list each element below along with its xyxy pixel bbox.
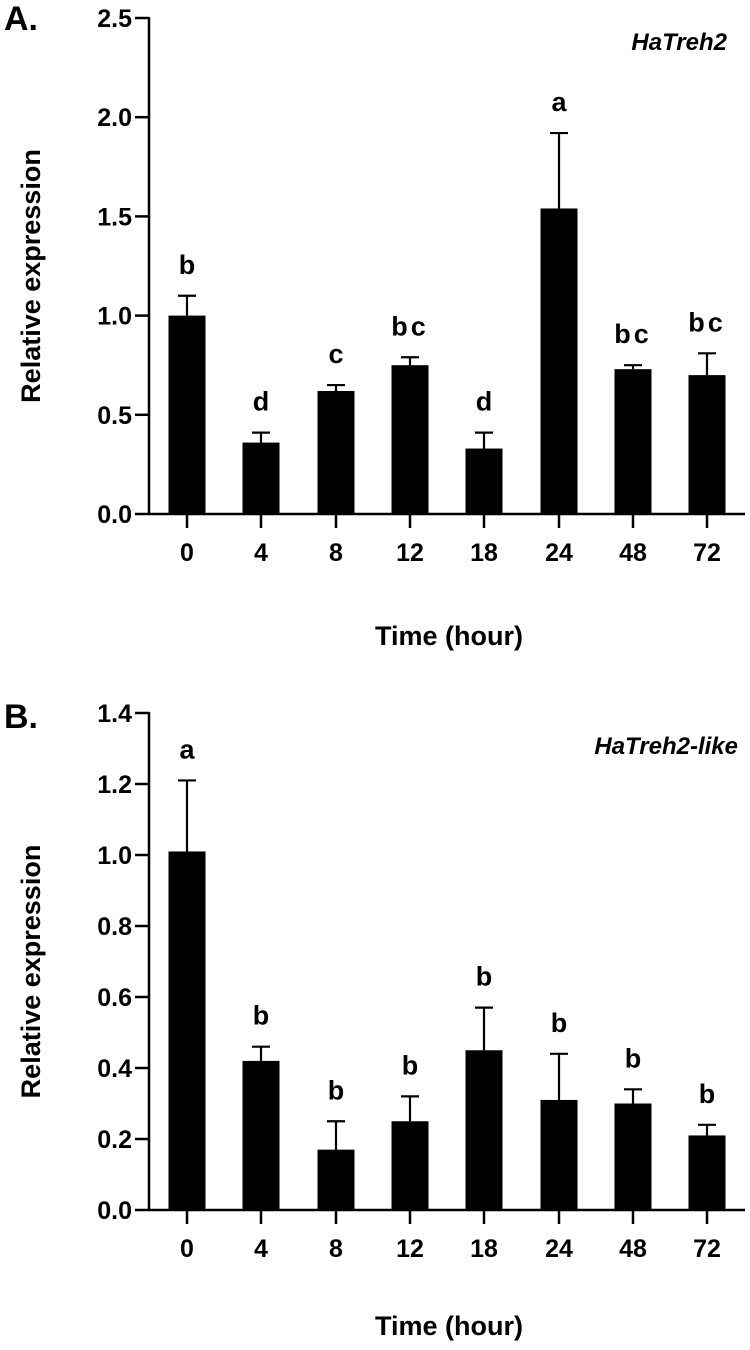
y-tick-label: 1.0 (97, 303, 132, 331)
significance-label: b (699, 1079, 716, 1109)
significance-label: b (253, 1001, 270, 1031)
significance-label: a (179, 734, 195, 764)
y-tick-label: 1.0 (97, 842, 132, 870)
x-tick-label: 4 (254, 1235, 268, 1263)
panel-label: A. (4, 0, 38, 38)
bar (168, 315, 206, 514)
x-tick-label: 4 (254, 539, 268, 567)
x-tick-label: 8 (329, 1235, 343, 1263)
x-tick-label: 12 (396, 539, 424, 567)
bar-group: 18 b (465, 962, 503, 1263)
bar-group: 24 a (540, 87, 578, 567)
y-axis-title: Relative expression (16, 149, 46, 403)
y-tick-label: 0.2 (97, 1126, 132, 1154)
x-axis-title: Time (hour) (375, 1311, 523, 1341)
x-tick-label: 12 (396, 1235, 424, 1263)
y-tick-label: 1.4 (97, 700, 132, 728)
significance-label: d (253, 387, 270, 417)
bar-group: 4b (242, 1001, 280, 1263)
significance-label: bc (614, 319, 652, 349)
bar (168, 851, 206, 1210)
significance-label: c (328, 339, 343, 369)
y-tick-label: 0.0 (97, 1197, 132, 1225)
x-tick-label: 18 (470, 1235, 498, 1263)
significance-label: bc (688, 307, 726, 337)
bar (540, 1099, 578, 1210)
bar-group: 12 bc (391, 311, 429, 567)
bar-group: 0b (168, 250, 206, 567)
x-tick-label: 0 (180, 1235, 194, 1263)
y-tick-label: 2.0 (97, 104, 132, 132)
y-tick-label: 1.5 (97, 203, 132, 231)
bar-group: 8b (317, 1075, 355, 1263)
bar (688, 375, 726, 514)
y-tick-label: 0.4 (97, 1055, 132, 1083)
x-tick-label: 48 (619, 1235, 647, 1263)
y-tick-label: 0.8 (97, 913, 132, 941)
chart-title: HaTreh2-like (594, 733, 738, 760)
significance-label: b (476, 962, 493, 992)
bar (540, 208, 578, 515)
significance-label: b (402, 1050, 419, 1080)
x-tick-label: 48 (619, 539, 647, 567)
significance-label: b (551, 1008, 568, 1038)
bar (391, 365, 429, 514)
bar (242, 1060, 280, 1210)
significance-label: b (625, 1043, 642, 1073)
bar-group: 4d (242, 387, 280, 567)
significance-label: b (179, 250, 196, 280)
significance-label: b (328, 1075, 345, 1105)
y-tick-label: 1.2 (97, 771, 132, 799)
bar-group: 48 b (614, 1043, 652, 1263)
bar-group: 72 bc (688, 307, 726, 567)
significance-label: d (476, 387, 493, 417)
x-tick-label: 72 (693, 1235, 721, 1263)
significance-label: a (551, 87, 567, 117)
bar-group: 24 b (540, 1008, 578, 1263)
panel-b-chart: B. HaTreh2-like 0.0 0.2 0.4 0.6 0.8 1.0 1.2 1.4 Re… (4, 698, 745, 1341)
y-axis-title: Relative expression (16, 845, 46, 1099)
panel-a-chart: A. HaTreh2 0.0 0.5 1.0 1.5 2.0 2.5 Relative expr… (4, 0, 745, 651)
x-tick-label: 18 (470, 539, 498, 567)
y-tick-label: 2.5 (97, 5, 132, 33)
bar (242, 442, 280, 514)
bar-group: 48 bc (614, 319, 652, 567)
bar-group: 8c (317, 339, 355, 567)
bar-group: 18 d (465, 387, 503, 567)
x-tick-label: 8 (329, 539, 343, 567)
bar-group: 72 b (688, 1079, 726, 1263)
bar (614, 369, 652, 514)
bar (317, 390, 355, 514)
x-tick-label: 24 (545, 1235, 573, 1263)
y-tick-label: 0.0 (97, 501, 132, 529)
bar (614, 1103, 652, 1210)
bar (688, 1135, 726, 1210)
x-tick-label: 72 (693, 539, 721, 567)
y-tick-label: 0.6 (97, 984, 132, 1012)
bar (391, 1121, 429, 1210)
x-tick-label: 0 (180, 539, 194, 567)
chart-title: HaTreh2 (631, 29, 727, 56)
bar-group: 0a (168, 734, 206, 1263)
bar (317, 1149, 355, 1210)
y-tick-label: 0.5 (97, 402, 132, 430)
bar (465, 448, 503, 514)
significance-label: bc (391, 311, 429, 341)
panel-label: B. (4, 698, 38, 736)
x-tick-label: 24 (545, 539, 573, 567)
bar-group: 12 b (391, 1050, 429, 1263)
x-axis-title: Time (hour) (375, 621, 523, 651)
bar (465, 1050, 503, 1210)
